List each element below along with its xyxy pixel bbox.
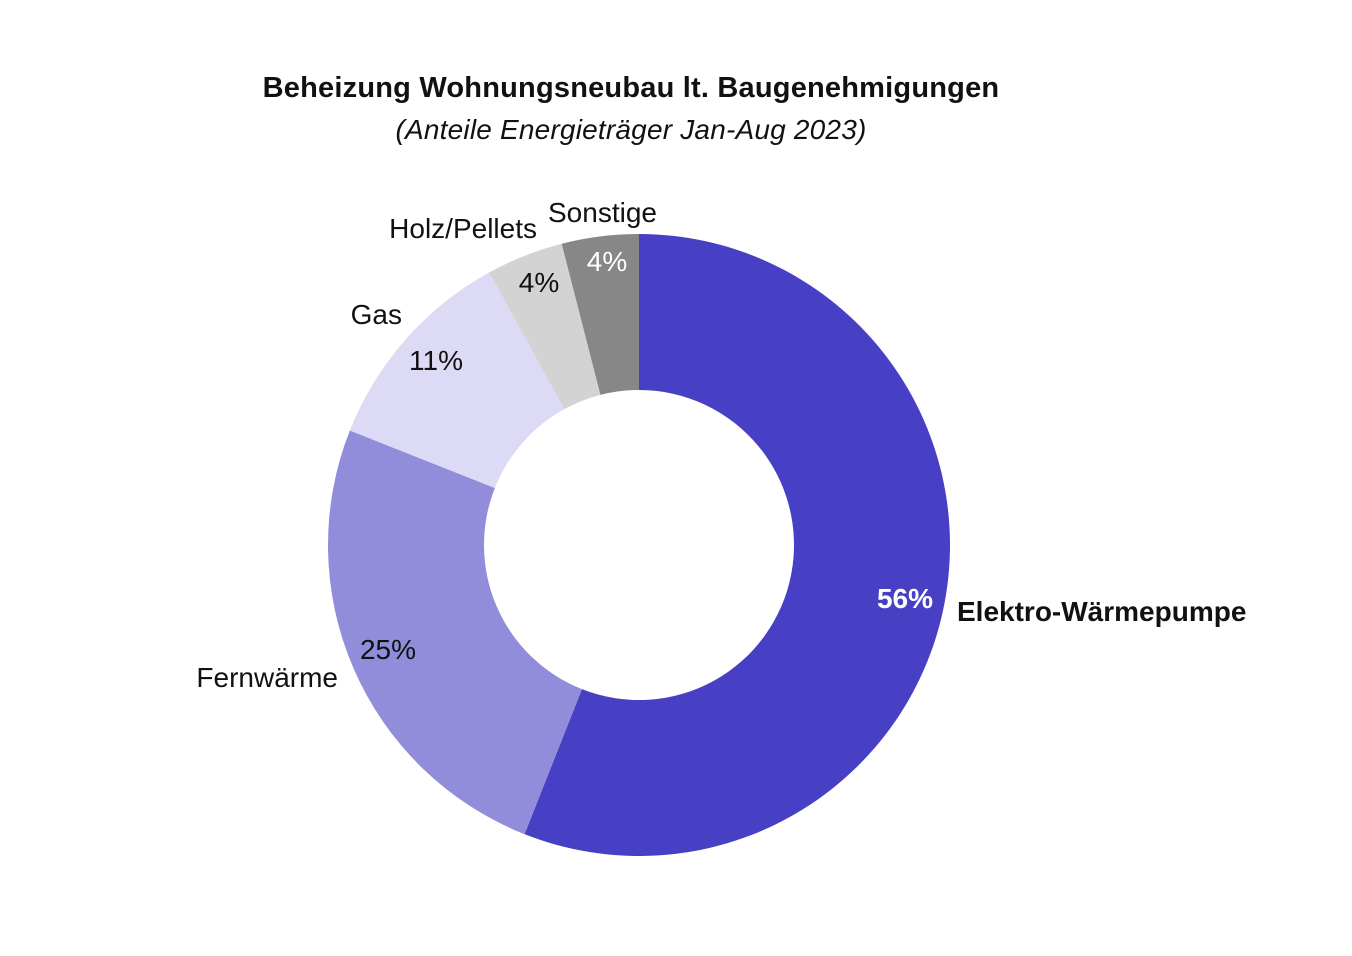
slice-value-label: 4% xyxy=(587,246,627,277)
slice-category-label: Elektro-Wärmepumpe xyxy=(957,596,1246,627)
chart-title: Beheizung Wohnungsneubau lt. Baugenehmig… xyxy=(262,72,1000,104)
donut-slice xyxy=(561,234,639,395)
slice-category-label: Fernwärme xyxy=(196,662,338,693)
donut-slice xyxy=(489,243,601,410)
slice-category-label: Sonstige xyxy=(548,197,657,228)
category-labels: Elektro-Wärmepumpe Fernwärme Gas Holz/Pelle… xyxy=(196,197,1246,693)
donut-slice xyxy=(349,272,565,488)
value-labels: 56% 25% 11% 4% 4% xyxy=(360,246,933,665)
slice-value-label: 56% xyxy=(877,583,933,614)
chart-subtitle: (Anteile Energieträger Jan-Aug 2023) xyxy=(395,114,867,145)
slice-category-label: Holz/Pellets xyxy=(389,213,537,244)
slice-value-label: 11% xyxy=(409,345,463,376)
donut-slice xyxy=(328,430,582,835)
slice-value-label: 25% xyxy=(360,634,416,665)
slice-value-label: 4% xyxy=(519,267,559,298)
slice-category-label: Gas xyxy=(351,299,402,330)
donut-slice xyxy=(524,234,950,856)
donut-slices xyxy=(328,234,950,856)
